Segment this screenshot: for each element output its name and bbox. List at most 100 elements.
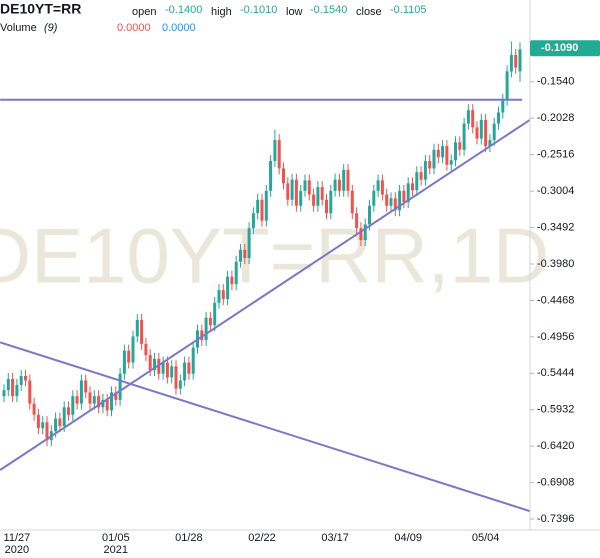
- candle-body: [449, 160, 453, 165]
- candle-body: [441, 146, 445, 158]
- candle-body: [243, 249, 247, 259]
- candle-body: [105, 399, 109, 411]
- y-tick-label: -0.1540: [537, 76, 574, 88]
- candle-body: [406, 183, 410, 203]
- legend-value: -0.1105: [390, 4, 427, 16]
- candle-body: [84, 380, 88, 393]
- candle-body: [153, 358, 156, 371]
- y-tick-label: -0.6908: [537, 476, 574, 488]
- candle-body: [247, 228, 251, 259]
- candle-body: [290, 179, 294, 200]
- plot-area: [0, 41, 530, 513]
- candle-body: [234, 261, 238, 285]
- y-tick-label: -0.3980: [537, 258, 574, 270]
- candle-body: [67, 407, 70, 415]
- volume-value: 0.0000: [162, 22, 196, 34]
- candle-body: [204, 317, 208, 341]
- candle-body: [445, 146, 449, 165]
- y-tick-label: -0.4956: [537, 331, 574, 343]
- candle-body: [346, 169, 350, 191]
- candle-body: [380, 180, 384, 195]
- candle-body: [32, 403, 36, 415]
- volume-length: (9): [44, 22, 58, 34]
- candle-body: [256, 199, 260, 214]
- candle-body: [230, 276, 234, 285]
- symbol: DE10YT=RR: [0, 1, 81, 17]
- candle-body: [200, 330, 204, 341]
- candle-body: [15, 384, 19, 397]
- candle-body: [307, 180, 311, 195]
- candle-body: [161, 362, 165, 374]
- candle-body: [475, 127, 479, 139]
- legend-value: -0.1540: [310, 4, 347, 16]
- candle-body: [320, 187, 324, 200]
- candle-body: [505, 71, 509, 100]
- candle-body: [471, 110, 475, 128]
- candle-body: [359, 228, 363, 241]
- y-tick-label: -0.7396: [537, 513, 574, 525]
- candle-body: [286, 183, 290, 200]
- candle-body: [411, 183, 414, 191]
- candle-body: [45, 422, 49, 441]
- candle-body: [428, 160, 432, 169]
- candle-body: [492, 123, 496, 141]
- candle-body: [303, 180, 307, 191]
- candle-body: [350, 190, 354, 214]
- legend-label: close: [356, 6, 382, 18]
- candle-body: [260, 199, 264, 221]
- legend-label: low: [286, 6, 303, 18]
- candle-body: [58, 418, 62, 427]
- x-tick-label: 11/27: [4, 532, 31, 544]
- candle-body: [363, 224, 367, 241]
- candle-body: [509, 54, 513, 72]
- y-tick-label: -0.6420: [537, 440, 574, 452]
- legend-value: -0.1400: [165, 4, 202, 16]
- y-tick-label: -0.3004: [537, 185, 574, 197]
- x-tick-label: 03/17: [321, 532, 349, 544]
- y-tick-label: -0.4468: [537, 294, 574, 306]
- candle-body: [264, 190, 268, 221]
- candle-body: [368, 205, 371, 225]
- candle-body: [239, 249, 242, 262]
- x-year-label: 2020: [5, 544, 29, 556]
- candle-body: [135, 319, 139, 337]
- candle-body: [337, 179, 341, 191]
- candle-body: [148, 355, 152, 371]
- candle-body: [393, 198, 397, 211]
- candle-body: [282, 168, 285, 184]
- candle-body: [432, 149, 436, 169]
- candle-body: [484, 119, 488, 147]
- candle-body: [402, 190, 406, 203]
- y-tick-label: -0.3492: [537, 221, 574, 233]
- candle-body: [208, 317, 212, 326]
- candle-body: [36, 414, 40, 429]
- candle-body: [2, 390, 6, 397]
- candle-body: [251, 213, 255, 229]
- candle-body: [183, 362, 187, 381]
- y-tick-label: -0.5444: [537, 367, 574, 379]
- y-tick-label: -0.2516: [537, 149, 574, 161]
- candle-body: [101, 399, 105, 408]
- x-tick-label: 01/28: [175, 532, 203, 544]
- candle-body: [191, 347, 195, 374]
- candle-body: [71, 396, 75, 415]
- y-tick-label: -0.2028: [537, 112, 574, 124]
- candle-body: [385, 194, 389, 206]
- candle-body: [415, 172, 419, 191]
- candle-body: [497, 112, 500, 124]
- candle-body: [131, 336, 135, 363]
- candle-body: [75, 396, 79, 404]
- candle-body: [466, 110, 470, 124]
- candle-body: [140, 319, 144, 344]
- candle-body: [389, 198, 393, 206]
- x-tick-label: 04/09: [394, 532, 422, 544]
- candle-body: [110, 392, 113, 411]
- candle-body: [488, 140, 492, 147]
- candle-body: [127, 350, 131, 363]
- x-tick-label: 01/05: [102, 532, 130, 544]
- candle-body: [454, 142, 457, 161]
- watermark: DE10YT=RR,1D: [0, 212, 549, 300]
- candle-body: [178, 380, 182, 389]
- candle-body: [165, 362, 169, 378]
